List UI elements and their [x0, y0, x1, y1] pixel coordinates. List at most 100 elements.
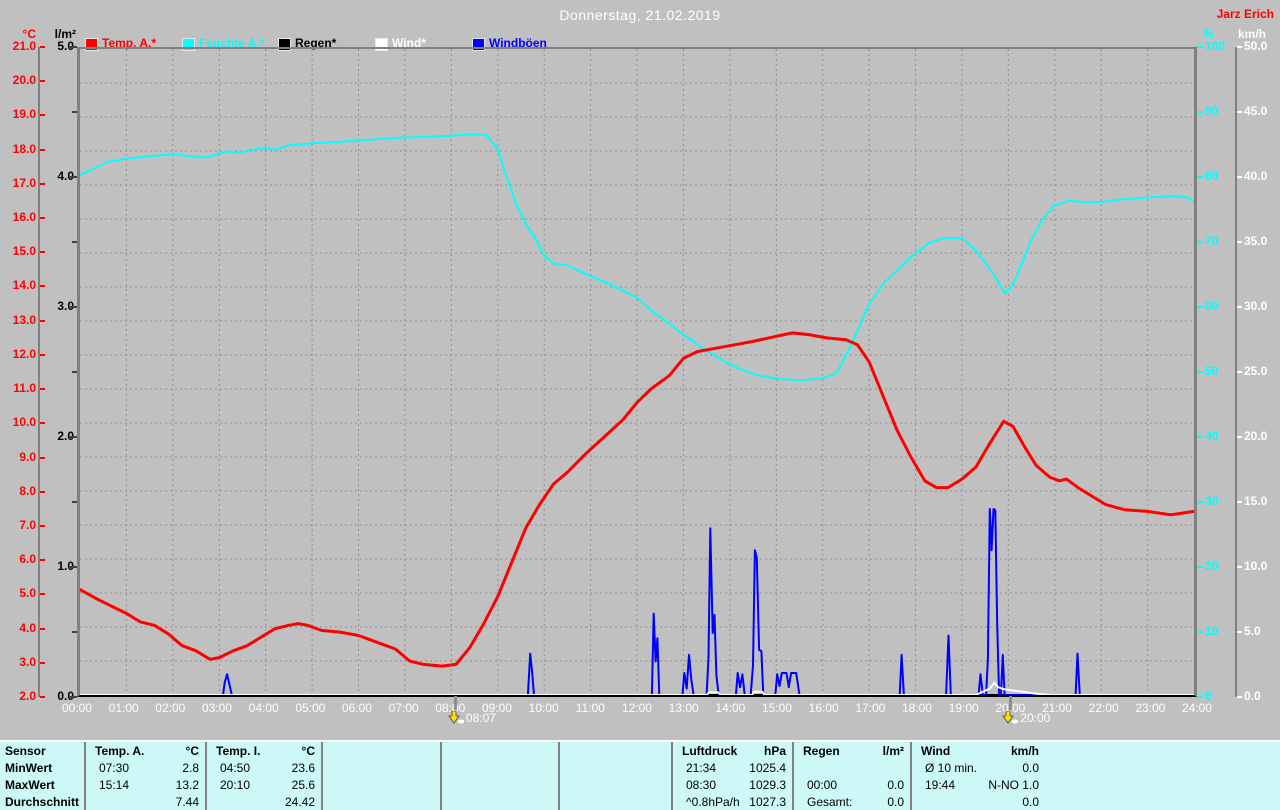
daylight-marker-tick — [454, 696, 458, 710]
x-axis-label: 16:00 — [808, 701, 839, 715]
summary-table: Sensor Temp. A. °C Temp. I. °C Luftdruck hPa Re… — [0, 740, 1280, 810]
table-header-cell — [560, 742, 673, 759]
x-axis-label: 06:00 — [341, 701, 373, 715]
wind-axis-tick-label: 20.0 — [1244, 429, 1268, 443]
wind-axis-tick-label: 15.0 — [1244, 494, 1268, 508]
temp-axis-tick-label: 9.0 — [19, 449, 36, 464]
temp-axis-tick — [40, 559, 45, 562]
temp-axis-tick — [40, 661, 45, 664]
table-data-cell-time: 07:30 — [99, 760, 130, 775]
table-row-label-time: MinWert — [5, 760, 53, 775]
x-axis-label: 11:00 — [575, 701, 605, 715]
temp-axis-tick — [40, 593, 45, 596]
table-row-label: Sensor — [0, 742, 86, 759]
daylight-marker-time: 08:07 — [465, 711, 496, 725]
wind-axis-tick — [1237, 176, 1242, 178]
temp-axis-tick — [40, 319, 45, 322]
x-axis-label: 13:00 — [668, 701, 699, 715]
rain-axis-tick-label: 3.0 — [57, 299, 74, 313]
humidity-axis-tick — [1197, 436, 1203, 438]
table-row-label: MaxWert — [0, 776, 86, 793]
temp-axis-tick — [40, 696, 45, 698]
temp-axis-tick-label: 20.0 — [12, 73, 36, 88]
x-axis-label: 12:00 — [621, 701, 653, 715]
humidity-axis-tick-label: 40 — [1205, 429, 1219, 443]
rain-axis-tick — [70, 696, 77, 698]
humidity-axis-tick-label: 20 — [1205, 559, 1219, 573]
table-header-cell-time: Temp. I. — [216, 743, 261, 758]
chart-canvas — [80, 49, 1194, 695]
temp-axis-tick-label: 7.0 — [19, 517, 36, 532]
table-data-cell: 07:30 2.8 — [86, 759, 207, 776]
table-data-cell-value: 2.8 — [182, 760, 199, 775]
table-header-cell-value: hPa — [763, 743, 786, 758]
table-data-cell — [560, 759, 673, 776]
temp-axis-tick — [40, 285, 45, 288]
wind-axis-tick — [1237, 696, 1242, 698]
table-data-cell-time: 04:50 — [220, 760, 251, 775]
table-header-cell: Wind km/h — [912, 742, 1280, 759]
rain-axis-tick — [70, 46, 77, 48]
rain-axis-tick — [70, 436, 77, 438]
table-header-cell-time: Wind — [921, 743, 951, 758]
humidity-axis-tick-label: 70 — [1205, 234, 1219, 248]
legend-item-label: Regen* — [295, 36, 337, 50]
table-header-cell-time: Luftdruck — [682, 743, 738, 758]
legend-item-label: Wind* — [392, 36, 426, 50]
table-data-cell-value: 24.42 — [284, 794, 315, 809]
table-data-cell-time: 15:14 — [99, 777, 130, 792]
x-axis-label: 22:00 — [1088, 701, 1119, 715]
humidity-axis-tick — [1197, 46, 1203, 48]
humidity-axis-unit: % — [1203, 27, 1214, 41]
table-row-label-time: MaxWert — [5, 777, 55, 792]
table-row-label-time: Sensor — [5, 743, 46, 758]
x-axis-label: 21:00 — [1041, 701, 1073, 715]
humidity-axis-tick — [1197, 306, 1203, 308]
table-row-label: MinWert — [0, 759, 86, 776]
wind-axis-line — [1235, 47, 1237, 697]
humidity-axis-tick — [1197, 501, 1203, 503]
humidity-axis-tick — [1197, 371, 1203, 373]
rain-axis-unit: l/m² — [54, 27, 76, 41]
daylight-marker-tick — [1008, 696, 1012, 710]
table-data-cell: 0.0 — [912, 793, 1280, 810]
rain-axis-minor-tick — [72, 371, 77, 373]
daylight-marker-icon — [448, 710, 466, 725]
table-data-cell-value: 0.0 — [1022, 760, 1039, 775]
rain-axis-tick-label: 5.0 — [57, 39, 74, 53]
table-header-cell-time: Temp. A. — [95, 743, 145, 758]
temp-axis-tick — [40, 80, 45, 83]
table-data-cell — [794, 759, 912, 776]
humidity-axis-tick-label: 50 — [1205, 364, 1219, 378]
humidity-axis-tick-label: 0 — [1205, 689, 1212, 703]
x-axis-label: 23:00 — [1135, 701, 1166, 715]
rain-axis-tick — [70, 566, 77, 568]
temp-axis-tick-label: 15.0 — [12, 244, 36, 259]
humidity-axis-tick-label: 80 — [1205, 169, 1219, 183]
temp-axis-tick-label: 18.0 — [12, 141, 36, 156]
x-axis-label: 17:00 — [855, 701, 886, 715]
table-data-cell: Gesamt: 0.0 — [794, 793, 912, 810]
x-axis-label: 09:00 — [481, 701, 513, 715]
wind-axis-tick-label: 50.0 — [1244, 39, 1268, 53]
x-axis-label: 01:00 — [108, 701, 139, 715]
x-axis-label: 02:00 — [155, 701, 186, 715]
rain-axis-minor-tick — [72, 241, 77, 243]
table-header-cell: Regen l/m² — [794, 742, 912, 759]
x-axis-label: 03:00 — [201, 701, 233, 715]
legend-item-label: Temp. A.* — [102, 36, 157, 50]
x-axis-label: 05:00 — [295, 701, 326, 715]
legend-item-label: Windböen — [489, 36, 547, 50]
wind-axis-tick — [1237, 111, 1242, 113]
humidity-axis-tick — [1197, 566, 1203, 568]
humidity-axis-tick — [1197, 696, 1203, 698]
table-data-cell: 04:50 23.6 — [207, 759, 323, 776]
temp-axis-tick — [40, 524, 45, 527]
wind-axis-unit: km/h — [1238, 27, 1267, 41]
temp-axis-tick-label: 17.0 — [12, 175, 36, 190]
table-data-cell — [323, 793, 442, 810]
table-data-cell: ^0.8hPa/h 1027.3 — [673, 793, 794, 810]
table-data-cell-value: N-NO 1.0 — [988, 777, 1039, 792]
table-data-cell: 08:30 1029.3 — [673, 776, 794, 793]
